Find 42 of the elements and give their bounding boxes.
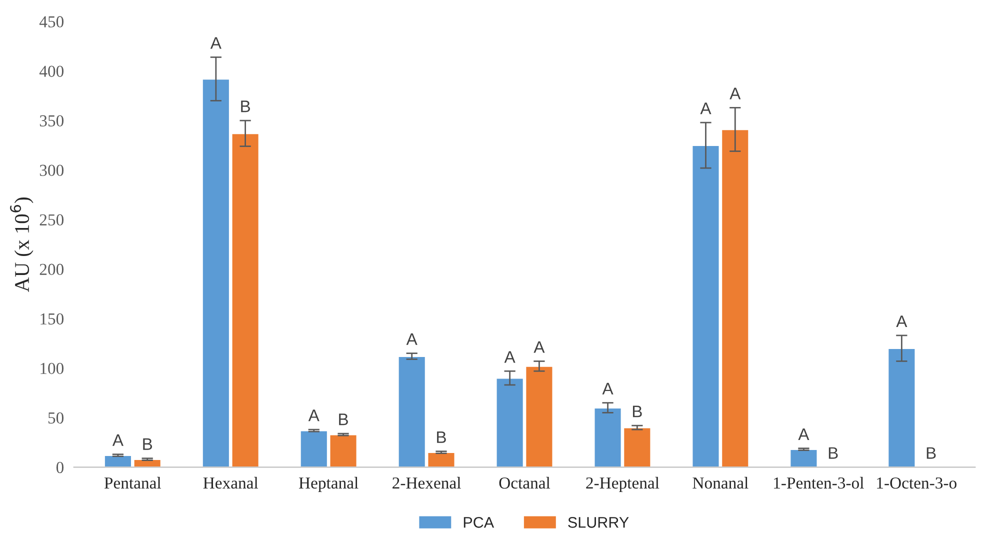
bar — [789, 448, 818, 468]
data-label: B — [241, 100, 250, 112]
x-tick-label: Pentanal — [104, 476, 162, 489]
y-tick-label: 50 — [48, 412, 64, 424]
x-tick-label: Octanal — [499, 476, 550, 489]
legend-label: PCA — [464, 517, 494, 528]
data-label: A — [504, 351, 516, 363]
x-tick-label: Heptanal — [298, 476, 358, 492]
data-label: B — [632, 406, 642, 418]
data-label: A — [308, 410, 320, 422]
x-tick-label: 2-Heptenal — [586, 476, 660, 492]
y-tick-label: 300 — [40, 164, 64, 176]
data-label: A — [112, 434, 124, 446]
y-tick-label: 250 — [40, 214, 64, 226]
data-label: A — [210, 37, 222, 49]
x-tick-label: 2-Hexenal — [392, 476, 461, 489]
data-label: A — [896, 316, 908, 328]
y-tick-label: 0 — [56, 462, 64, 474]
y-tick-label: 150 — [40, 313, 64, 325]
text: B — [828, 447, 838, 459]
data-label: B — [437, 431, 446, 443]
y-tick-label: 100 — [40, 362, 64, 374]
data-label: B — [143, 438, 152, 450]
bar — [887, 348, 916, 468]
x-tick-label: Hexanal — [203, 476, 258, 489]
y-axis-title: AU (x 10$^{6}$) — [10, 197, 34, 292]
y-tick-label: 200 — [40, 264, 64, 276]
y-tick-label: 350 — [40, 115, 64, 126]
data-label: A — [700, 102, 712, 114]
y-tick-label: 400 — [39, 66, 64, 77]
data-label: A — [534, 341, 545, 353]
legend-label: SLURRY — [568, 517, 629, 528]
data-label: A — [798, 428, 810, 440]
data-label: A — [406, 333, 418, 345]
text: B — [926, 447, 936, 459]
x-tick-label: 1-Penten-3-ol — [774, 476, 864, 489]
y-tick-label: 450 — [39, 16, 64, 28]
data-label: A — [730, 88, 741, 100]
x-tick-label: Nonanal — [692, 476, 748, 489]
data-label: A — [602, 382, 614, 394]
x-tick-label: 1-Octen-3-o — [877, 477, 956, 489]
data-label: B — [339, 414, 348, 426]
